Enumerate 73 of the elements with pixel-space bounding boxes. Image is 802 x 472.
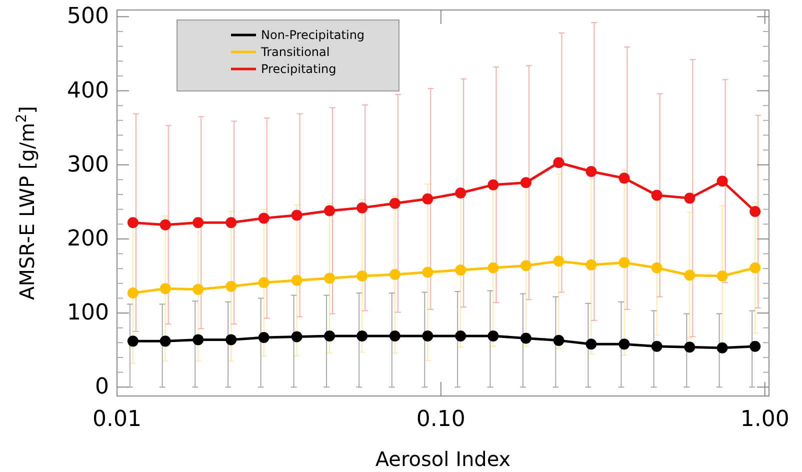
point [553, 157, 564, 168]
point [160, 219, 171, 230]
point [651, 190, 662, 201]
point [389, 330, 400, 342]
point [520, 332, 532, 344]
point [389, 268, 400, 280]
point [684, 192, 696, 204]
point [488, 179, 499, 190]
point [488, 262, 499, 274]
x-tick-label: 0.10 [416, 407, 466, 432]
point [684, 270, 696, 281]
point [291, 210, 302, 221]
point [160, 336, 171, 347]
point [291, 274, 302, 286]
point [226, 334, 237, 346]
point [455, 188, 466, 198]
point [226, 217, 237, 228]
point [553, 256, 564, 267]
point [127, 336, 138, 347]
point [127, 288, 138, 299]
y-tick-label: 100 [67, 300, 109, 326]
point [750, 206, 761, 218]
point [160, 283, 171, 294]
legend-label: Transitional [260, 45, 330, 59]
x-tick-label: 0.01 [92, 407, 142, 432]
point [324, 330, 336, 342]
x-axis-title: Aerosol Index [375, 447, 511, 471]
y-tick-label: 200 [67, 226, 109, 252]
point [258, 277, 270, 288]
y-tick-label: 400 [67, 78, 109, 104]
y-tick-label: 500 [67, 4, 109, 30]
point [455, 264, 466, 276]
point [422, 193, 434, 204]
point [226, 280, 237, 292]
point [618, 338, 630, 350]
legend-label: Non-Precipitating [261, 28, 365, 42]
point [422, 266, 434, 278]
point [324, 205, 336, 216]
legend-label: Precipitating [261, 62, 336, 76]
point [192, 334, 204, 346]
point [258, 332, 270, 343]
point [750, 262, 761, 274]
point [716, 342, 728, 354]
point [127, 217, 138, 228]
point [192, 284, 204, 295]
point [356, 270, 368, 282]
point [291, 331, 302, 342]
y-tick-label: 0 [95, 374, 109, 400]
y-tick-label: 300 [67, 152, 109, 178]
point [618, 172, 630, 184]
point [488, 330, 499, 342]
point [684, 342, 696, 353]
point [356, 330, 368, 342]
point [258, 212, 270, 224]
point [520, 177, 532, 188]
point [618, 257, 630, 268]
point [455, 330, 466, 342]
point [586, 259, 597, 270]
point [750, 340, 761, 352]
x-tick-label: 1.00 [740, 407, 790, 432]
point [651, 262, 662, 274]
point [716, 270, 728, 282]
point [716, 176, 728, 187]
point [192, 217, 204, 228]
point [553, 334, 564, 346]
point [586, 166, 597, 178]
point [651, 340, 662, 352]
point [356, 202, 368, 214]
point [389, 198, 400, 209]
point [520, 260, 532, 272]
point [324, 272, 336, 284]
point [422, 330, 434, 342]
point [586, 338, 597, 350]
